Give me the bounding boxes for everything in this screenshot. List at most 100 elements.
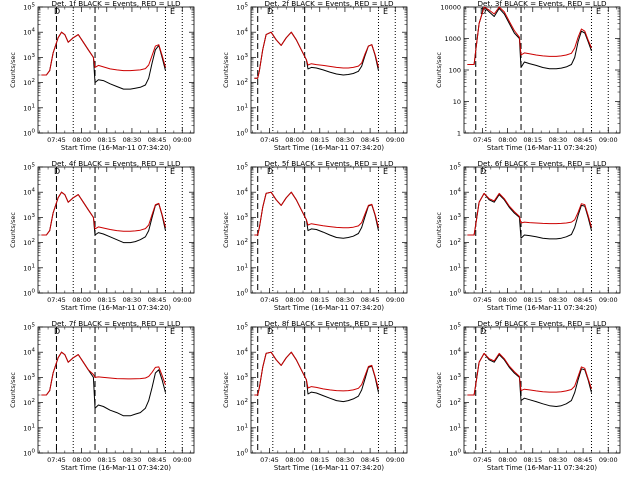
detector-panel-4: Det. 4f BLACK = Events, RED = LLD 100 101 1… (9, 159, 195, 312)
x-tick-label: 08:00 (498, 296, 517, 304)
x-tick-label: 08:30 (123, 296, 142, 304)
x-tick-label: 09:00 (599, 456, 618, 464)
x-tick-label: 08:15 (97, 296, 116, 304)
series-line-lld (41, 351, 166, 396)
panel-title: Det. 1f BLACK = Events, RED = LLD (51, 0, 181, 8)
y-tick-label: 101 (449, 263, 461, 272)
marker-label: E (596, 327, 601, 336)
x-tick-label: 08:15 (310, 296, 329, 304)
marker-label: E (170, 7, 175, 16)
y-axis-label: Counts/sec (435, 372, 443, 408)
x-tick-label: 08:00 (285, 136, 304, 144)
x-axis-label: Start Time (16-Mar-11 07:34:20) (61, 144, 171, 152)
x-axis-label: Start Time (16-Mar-11 07:34:20) (487, 144, 597, 152)
series-line-lld (254, 191, 379, 236)
marker-label: E (596, 167, 601, 176)
detector-panel-8: Det. 8f BLACK = Events, RED = LLD 100 101 1… (222, 319, 408, 472)
panel-title: Det. 2f BLACK = Events, RED = LLD (264, 0, 394, 8)
panel-title: Det. 4f BLACK = Events, RED = LLD (51, 159, 181, 168)
x-tick-label: 08:00 (72, 456, 91, 464)
x-axis-label: Start Time (16-Mar-11 07:34:20) (274, 304, 384, 312)
panel-title: Det. 9f BLACK = Events, RED = LLD (477, 319, 607, 328)
y-tick-label: 103 (236, 53, 248, 62)
marker-label: E (383, 167, 388, 176)
y-tick-label: 101 (23, 423, 35, 432)
y-tick-label: 104 (236, 188, 248, 197)
x-tick-label: 08:15 (310, 456, 329, 464)
x-tick-label: 08:00 (498, 136, 517, 144)
y-axis-label: Counts/sec (435, 52, 443, 88)
series-line-events (41, 191, 166, 244)
y-tick-label: 104 (449, 188, 461, 197)
x-tick-label: 07:45 (260, 296, 279, 304)
y-tick-label: 103 (449, 373, 461, 382)
x-tick-label: 08:30 (336, 136, 355, 144)
x-tick-label: 08:30 (336, 456, 355, 464)
y-tick-label: 10000 (440, 4, 461, 12)
y-axis-label: Counts/sec (222, 212, 230, 248)
x-axis-label: Start Time (16-Mar-11 07:34:20) (61, 304, 171, 312)
x-tick-label: 07:45 (473, 296, 492, 304)
y-tick-label: 103 (449, 213, 461, 222)
plot-frame (463, 6, 621, 134)
detector-panel-1: Det. 1f BLACK = Events, RED = LLD 100 101 1… (9, 0, 195, 152)
y-axis-label: Counts/sec (9, 212, 17, 248)
marker-label: E (383, 327, 388, 336)
series-line-lld (467, 352, 592, 396)
y-tick-label: 101 (23, 263, 35, 272)
x-tick-label: 08:00 (72, 136, 91, 144)
y-tick-label: 101 (23, 103, 35, 112)
x-tick-label: 08:30 (549, 456, 568, 464)
y-tick-label: 104 (236, 28, 248, 37)
detector-panel-9: Det. 9f BLACK = Events, RED = LLD 100 101 1… (435, 319, 621, 472)
x-axis-label: Start Time (16-Mar-11 07:34:20) (274, 464, 384, 472)
x-tick-label: 08:15 (523, 456, 542, 464)
x-tick-label: 07:45 (47, 456, 66, 464)
y-tick-label: 10 (453, 98, 461, 106)
plot-frame (37, 166, 195, 294)
y-tick-label: 105 (23, 163, 35, 172)
y-tick-label: 102 (236, 78, 248, 87)
marker-label: D (480, 167, 486, 176)
y-tick-label: 103 (236, 373, 248, 382)
series-line-events (41, 351, 166, 417)
y-tick-label: 100 (449, 289, 461, 298)
plot-frame (250, 326, 408, 454)
marker-label: E (170, 327, 175, 336)
x-tick-label: 08:15 (97, 136, 116, 144)
x-tick-label: 09:00 (386, 456, 405, 464)
y-tick-label: 102 (23, 78, 35, 87)
y-tick-label: 102 (23, 398, 35, 407)
x-axis-label: Start Time (16-Mar-11 07:34:20) (274, 144, 384, 152)
series-line-lld (254, 31, 379, 79)
y-tick-label: 100 (23, 449, 35, 458)
x-tick-label: 08:30 (549, 136, 568, 144)
series-line-lld (254, 351, 379, 396)
series-line-lld (41, 31, 166, 76)
y-tick-label: 105 (236, 323, 248, 332)
y-axis-label: Counts/sec (222, 372, 230, 408)
x-tick-label: 07:45 (473, 136, 492, 144)
detector-panel-2: Det. 2f BLACK = Events, RED = LLD 100 101 1… (222, 0, 408, 152)
series-line-events (254, 351, 379, 403)
y-tick-label: 103 (23, 53, 35, 62)
marker-label: D (54, 7, 60, 16)
x-axis-label: Start Time (16-Mar-11 07:34:20) (487, 304, 597, 312)
series-line-lld (467, 6, 592, 65)
y-tick-label: 103 (236, 213, 248, 222)
x-tick-label: 07:45 (47, 296, 66, 304)
marker-label: D (267, 327, 273, 336)
y-tick-label: 105 (236, 3, 248, 12)
y-tick-label: 100 (236, 449, 248, 458)
x-tick-label: 08:45 (148, 296, 167, 304)
x-tick-label: 08:45 (574, 456, 593, 464)
y-tick-label: 102 (449, 238, 461, 247)
x-tick-label: 08:30 (336, 296, 355, 304)
x-tick-label: 09:00 (386, 136, 405, 144)
panel-title: Det. 7f BLACK = Events, RED = LLD (51, 319, 181, 328)
marker-label: D (267, 7, 273, 16)
y-tick-label: 104 (449, 348, 461, 357)
y-tick-label: 105 (236, 163, 248, 172)
x-tick-label: 08:15 (523, 136, 542, 144)
y-tick-label: 102 (23, 238, 35, 247)
